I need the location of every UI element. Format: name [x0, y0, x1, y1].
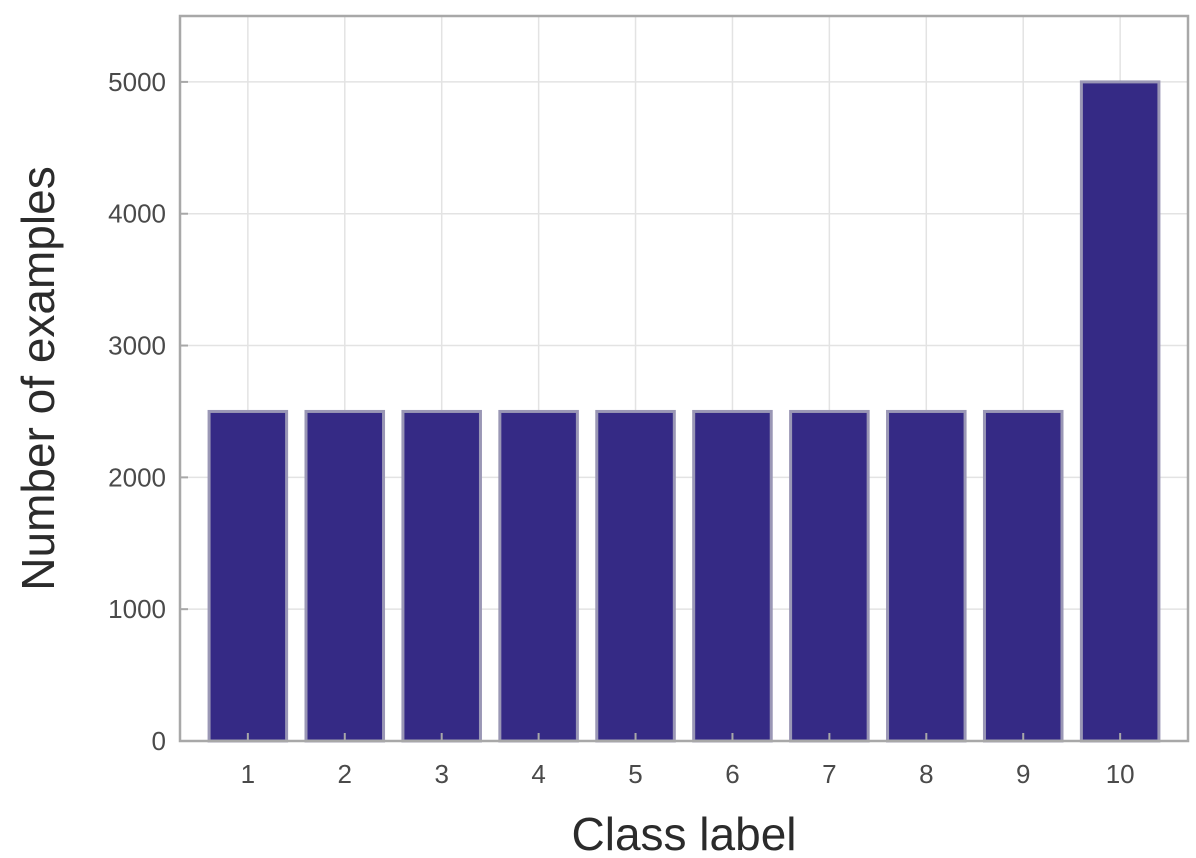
- y-axis-label: Number of examples: [12, 166, 64, 590]
- bar-class-1: [207, 409, 289, 743]
- y-tick-label: 5000: [108, 67, 166, 97]
- x-tick-label: 10: [1106, 759, 1135, 789]
- bar-class-10: [1079, 80, 1161, 743]
- x-tick-label: 1: [241, 759, 255, 789]
- bar-class-6: [692, 409, 773, 743]
- x-tick-label: 9: [1016, 759, 1030, 789]
- x-tick-label: 6: [725, 759, 739, 789]
- bar-class-9: [982, 409, 1064, 743]
- x-tick-label: 7: [822, 759, 836, 789]
- bar-class-5: [595, 409, 676, 743]
- x-tick-label: 3: [434, 759, 448, 789]
- y-tick-label: 3000: [108, 331, 166, 361]
- x-tick-label: 2: [338, 759, 352, 789]
- y-tick-label: 1000: [108, 594, 166, 624]
- x-axis-label: Class label: [572, 808, 797, 858]
- y-tick-label: 2000: [108, 462, 166, 492]
- bar-class-8: [886, 409, 967, 743]
- y-tick-label: 0: [152, 726, 166, 756]
- x-tick-label: 5: [628, 759, 642, 789]
- y-tick-label: 4000: [108, 199, 166, 229]
- x-tick-label: 4: [531, 759, 545, 789]
- x-tick-labels: 1 2 3 4 5 6 7 8 9 10: [241, 759, 1135, 789]
- bar-class-3: [401, 409, 482, 743]
- axes-frame: [178, 14, 1190, 743]
- y-tick-labels: 0 1000 2000 3000 4000 5000: [108, 67, 166, 756]
- bar-class-4: [498, 409, 579, 743]
- tick-marks: [180, 80, 1122, 742]
- x-tick-label: 8: [919, 759, 933, 789]
- bars: [207, 80, 1161, 743]
- bar-class-2: [304, 409, 386, 743]
- bar-class-7: [789, 409, 870, 743]
